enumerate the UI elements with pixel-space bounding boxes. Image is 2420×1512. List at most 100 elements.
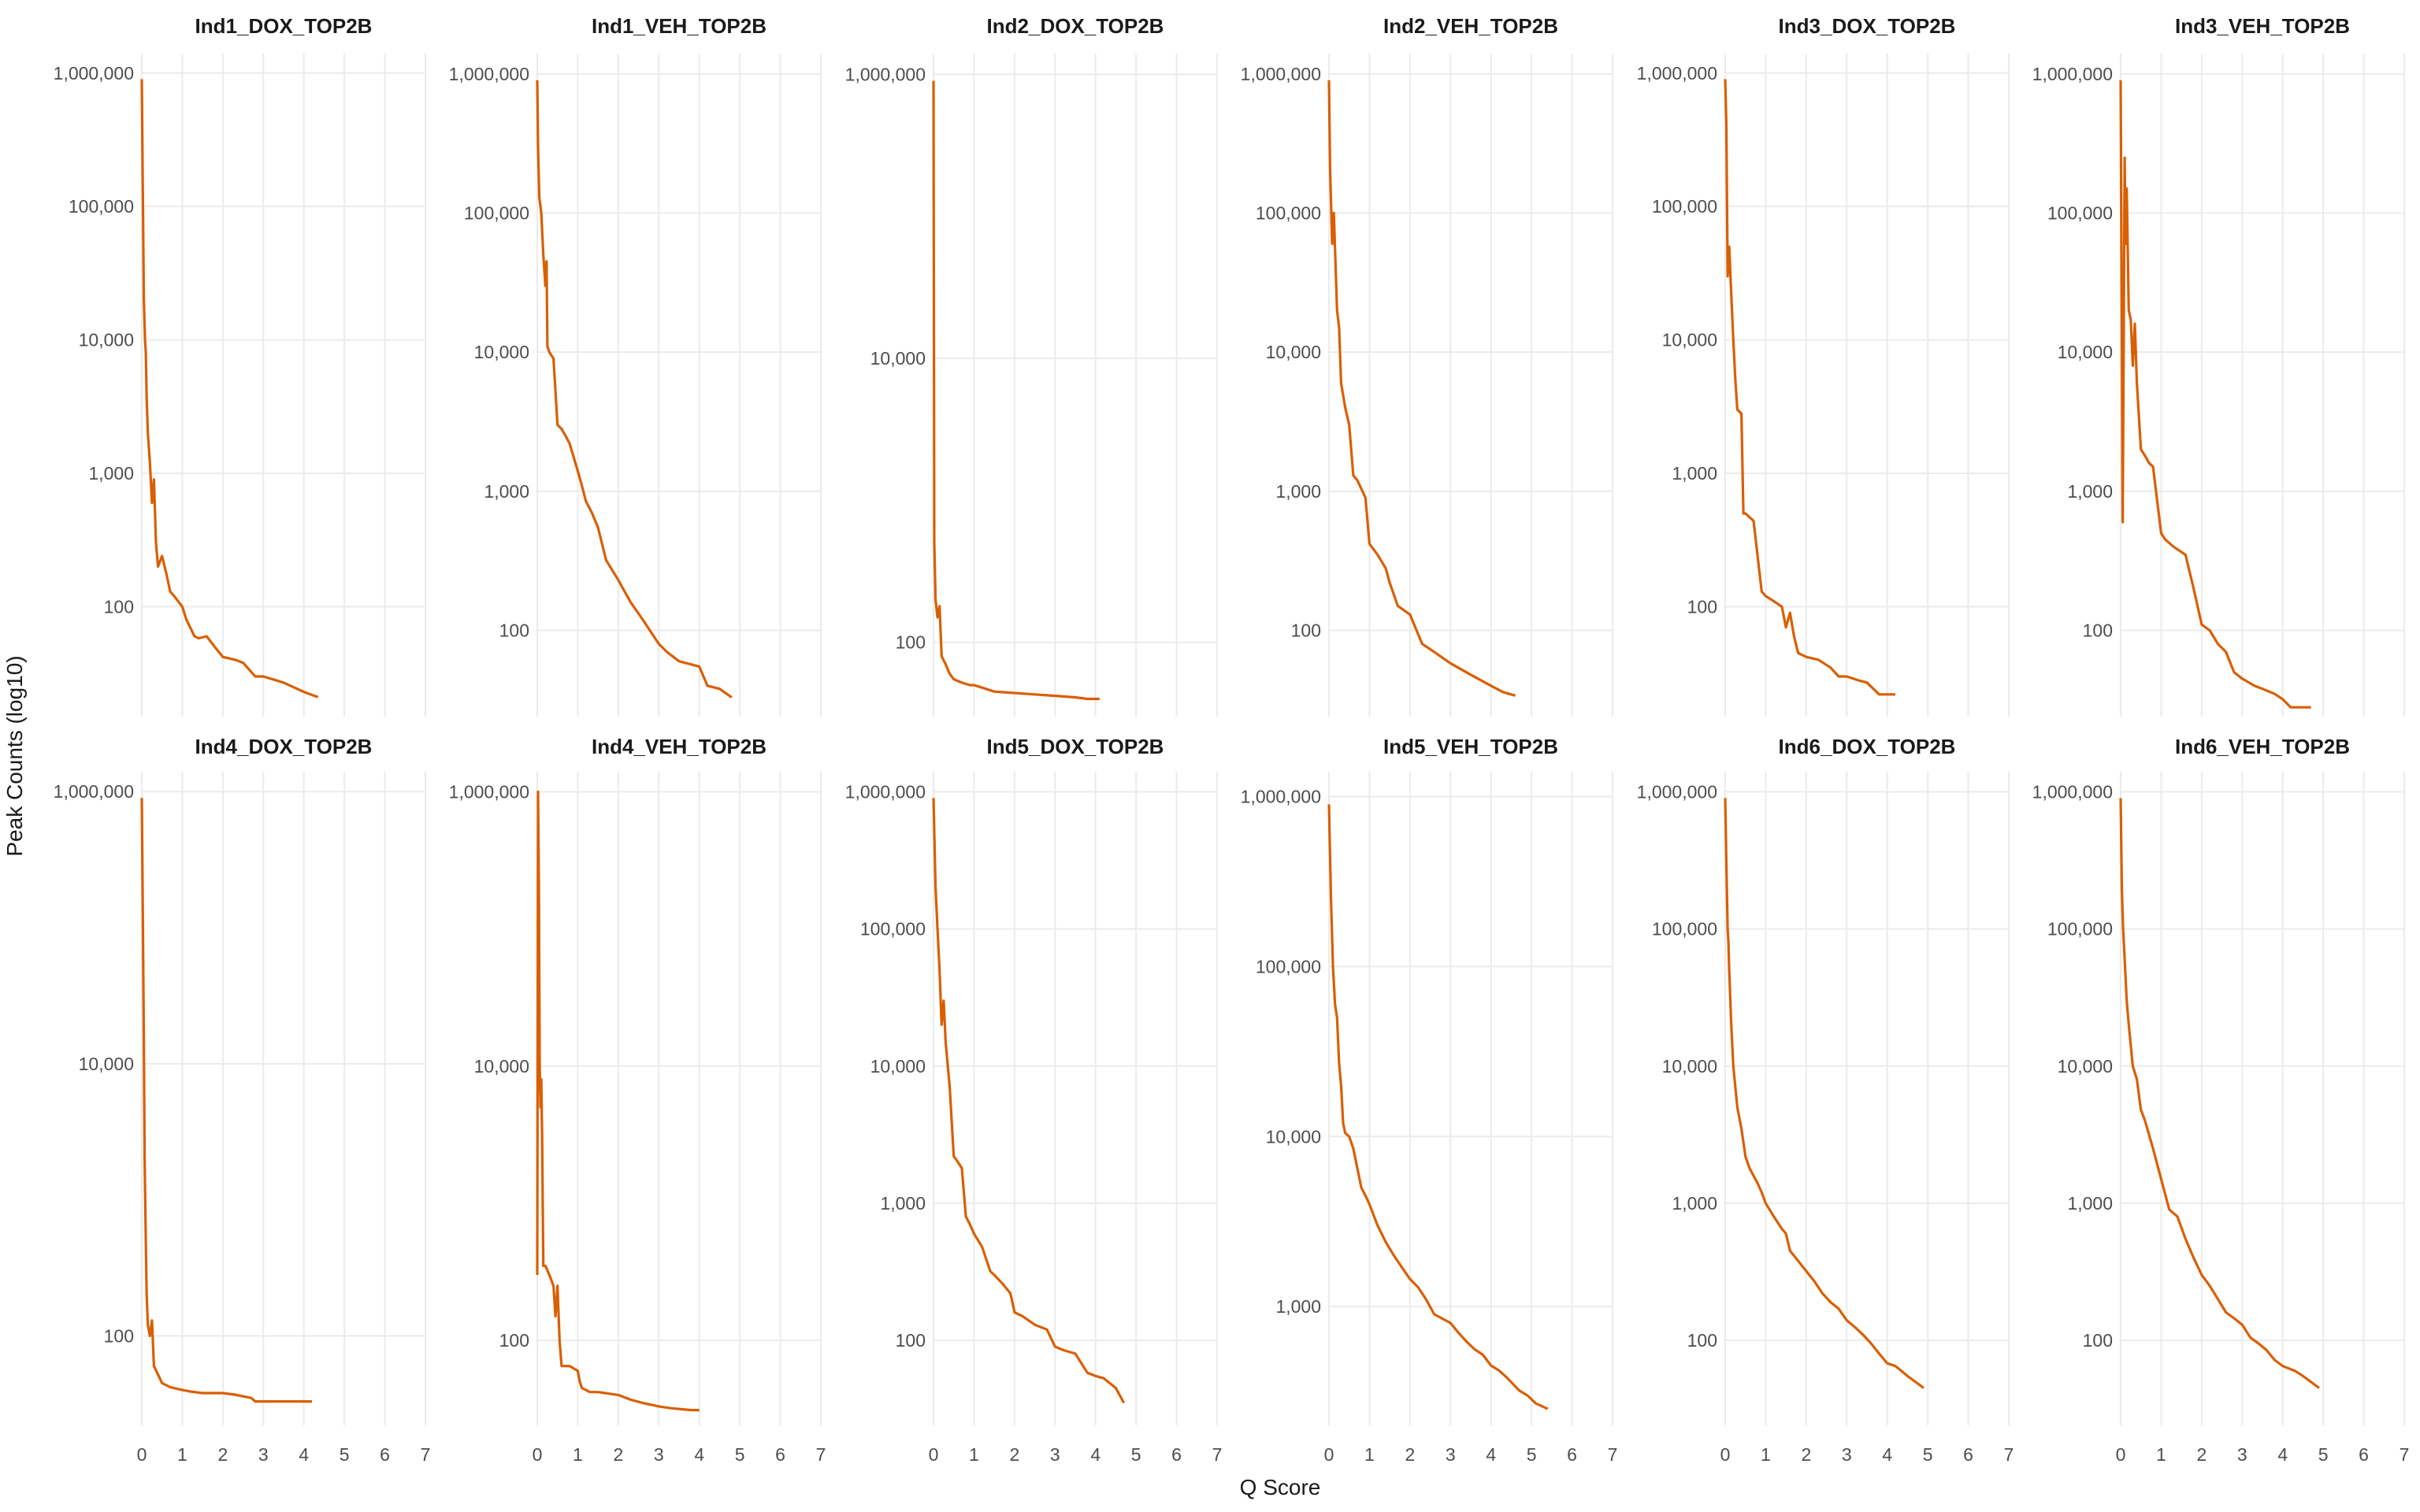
panel-title: Ind6_VEH_TOP2B bbox=[2175, 735, 2350, 758]
series-line bbox=[1724, 798, 1924, 1389]
y-tick-label: 100,000 bbox=[69, 196, 134, 217]
y-tick-label: 1,000 bbox=[880, 1193, 926, 1214]
x-tick-label: 2 bbox=[217, 1444, 228, 1465]
y-tick-label: 1,000,000 bbox=[449, 781, 529, 802]
x-tick-label: 6 bbox=[1171, 1444, 1182, 1465]
y-tick-label: 1,000,000 bbox=[845, 781, 926, 802]
y-tick-label: 10,000 bbox=[79, 330, 134, 350]
x-tick-label: 5 bbox=[340, 1444, 350, 1465]
x-tick-label: 3 bbox=[2237, 1444, 2247, 1465]
panel-title: Ind5_DOX_TOP2B bbox=[987, 735, 1164, 758]
facet-panel: 100 10,000 1,000,000 0 1 2 3 4 5 6 7 Ind4_VEH_TOP2B bbox=[449, 735, 826, 1465]
y-tick-label: 100,000 bbox=[2047, 919, 2113, 939]
y-tick-label: 100 bbox=[2083, 1330, 2113, 1351]
y-tick-label: 100 bbox=[896, 1330, 926, 1351]
panel-title: Ind1_DOX_TOP2B bbox=[195, 14, 373, 38]
x-tick-label: 0 bbox=[533, 1444, 543, 1465]
y-tick-label: 100,000 bbox=[860, 919, 926, 939]
facet-panel: 100 1,000 10,000 100,000 1,000,000 Ind1_DOX_T… bbox=[54, 14, 426, 717]
x-tick-label: 2 bbox=[1009, 1444, 1019, 1465]
y-tick-label: 1,000 bbox=[1672, 463, 1717, 484]
y-tick-label: 10,000 bbox=[870, 348, 926, 369]
x-tick-label: 7 bbox=[2400, 1444, 2410, 1465]
series-line bbox=[536, 790, 700, 1412]
x-tick-label: 2 bbox=[1801, 1444, 1811, 1465]
series-line bbox=[140, 798, 312, 1403]
x-tick-label: 3 bbox=[1446, 1444, 1456, 1465]
y-tick-label: 1,000 bbox=[1275, 1296, 1321, 1317]
y-tick-label: 100 bbox=[1291, 621, 1321, 641]
panel-title: Ind4_VEH_TOP2B bbox=[592, 735, 766, 758]
panel-title: Ind5_VEH_TOP2B bbox=[1383, 735, 1558, 758]
y-tick-label: 100,000 bbox=[1256, 956, 1321, 976]
facet-panel: 100 1,000 10,000 100,000 1,000,000 Ind3_DOX_T… bbox=[1637, 14, 2010, 717]
y-tick-label: 10,000 bbox=[79, 1054, 134, 1074]
x-tick-label: 4 bbox=[299, 1444, 309, 1465]
facet-panel: 100 1,000 10,000 100,000 1,000,000 Ind2_VEH_T… bbox=[1241, 14, 1613, 717]
x-tick-label: 1 bbox=[573, 1444, 583, 1465]
x-tick-label: 4 bbox=[2277, 1444, 2288, 1465]
y-tick-label: 1,000,000 bbox=[54, 63, 134, 83]
y-tick-label: 100,000 bbox=[2047, 202, 2113, 223]
panel-title: Ind2_VEH_TOP2B bbox=[1383, 14, 1558, 38]
y-tick-label: 100,000 bbox=[1256, 202, 1321, 223]
x-tick-label: 6 bbox=[380, 1444, 390, 1465]
x-tick-label: 1 bbox=[2156, 1444, 2166, 1465]
facet-panel: 100 10,000 1,000,000 0 1 2 3 4 5 6 7 Ind4_DOX_TOP2B bbox=[54, 735, 431, 1465]
panel-title: Ind3_VEH_TOP2B bbox=[2175, 14, 2350, 38]
facet-panel: 100 1,000 10,000 100,000 1,000,000 Ind3_VEH_T… bbox=[2032, 14, 2405, 717]
x-tick-label: 5 bbox=[1131, 1444, 1141, 1465]
series-line bbox=[2119, 80, 2311, 709]
x-tick-label: 4 bbox=[1486, 1444, 1496, 1465]
y-tick-label: 100 bbox=[499, 1330, 529, 1351]
panel-title: Ind3_DOX_TOP2B bbox=[1779, 14, 1956, 38]
y-tick-label: 1,000 bbox=[1275, 481, 1321, 502]
y-tick-label: 100,000 bbox=[1652, 196, 1717, 217]
x-tick-label: 0 bbox=[1720, 1444, 1731, 1465]
x-axis-title: Q Score bbox=[1240, 1475, 1321, 1499]
facet-panels: 1001,00010,000100,0001,000,000Ind1_DOX_T… bbox=[54, 14, 2410, 1465]
x-tick-label: 7 bbox=[816, 1444, 826, 1465]
y-tick-label: 1,000 bbox=[2067, 481, 2113, 502]
y-tick-label: 100 bbox=[499, 621, 529, 641]
y-tick-label: 10,000 bbox=[870, 1056, 926, 1077]
y-tick-label: 10,000 bbox=[1266, 1126, 1321, 1147]
x-tick-label: 5 bbox=[2318, 1444, 2329, 1465]
y-tick-label: 10,000 bbox=[1662, 1056, 1717, 1077]
x-tick-label: 6 bbox=[1963, 1444, 1973, 1465]
x-tick-label: 4 bbox=[694, 1444, 704, 1465]
y-tick-label: 10,000 bbox=[474, 1056, 529, 1077]
series-line bbox=[1327, 804, 1549, 1410]
y-tick-label: 1,000,000 bbox=[1241, 64, 1321, 84]
x-tick-label: 1 bbox=[969, 1444, 979, 1465]
series-line bbox=[2119, 798, 2320, 1389]
panel-title: Ind4_DOX_TOP2B bbox=[195, 735, 373, 758]
x-tick-label: 2 bbox=[2196, 1444, 2207, 1465]
series-line bbox=[1724, 79, 1895, 696]
x-tick-label: 6 bbox=[775, 1444, 785, 1465]
y-tick-label: 10,000 bbox=[2058, 1056, 2113, 1077]
facet-panel: 1,000 10,000 100,000 1,000,000 0 1 2 3 4 5 6 7 Ind5_… bbox=[1241, 735, 1618, 1465]
x-tick-label: 7 bbox=[421, 1444, 431, 1465]
series-line bbox=[1327, 80, 1516, 697]
x-tick-label: 0 bbox=[1324, 1444, 1334, 1465]
y-tick-label: 100 bbox=[2083, 621, 2113, 641]
facet-panel: 100 10,000 1,000,000 Ind2_DOX_TOP2B bbox=[845, 14, 1218, 717]
series-line bbox=[140, 79, 319, 699]
y-tick-label: 100 bbox=[1687, 1330, 1717, 1351]
x-tick-label: 2 bbox=[613, 1444, 623, 1465]
y-tick-label: 1,000,000 bbox=[1637, 63, 1717, 83]
x-tick-label: 3 bbox=[1050, 1444, 1060, 1465]
series-line bbox=[932, 798, 1126, 1404]
y-tick-label: 1,000 bbox=[88, 463, 134, 484]
y-tick-label: 10,000 bbox=[2058, 342, 2113, 362]
x-tick-label: 2 bbox=[1405, 1444, 1415, 1465]
y-tick-label: 10,000 bbox=[474, 342, 529, 362]
y-tick-label: 1,000,000 bbox=[845, 64, 926, 84]
x-tick-label: 6 bbox=[2359, 1444, 2369, 1465]
y-tick-label: 1,000,000 bbox=[1637, 781, 1717, 802]
y-axis-title: Peak Counts (log10) bbox=[2, 655, 27, 856]
y-tick-label: 10,000 bbox=[1266, 342, 1321, 362]
y-tick-label: 1,000 bbox=[1672, 1193, 1717, 1214]
